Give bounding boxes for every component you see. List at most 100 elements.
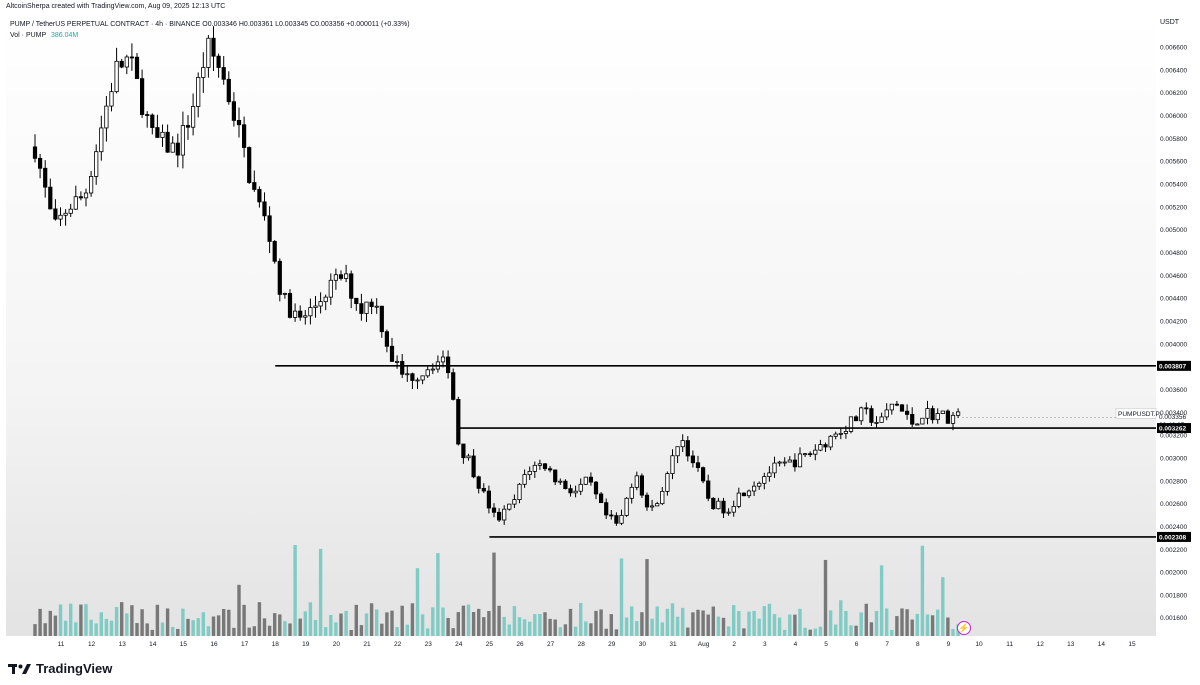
price-tick-label: 0.003400 [1160,410,1187,417]
volume-bar-up [313,619,318,636]
price-tick-label: 0.005800 [1160,136,1187,143]
volume-bar-up [415,568,420,636]
volume-bar-up [420,614,425,636]
price-tick-label: 0.006600 [1160,45,1187,52]
volume-bar-down [267,625,272,636]
candle-up [619,514,624,524]
candle-down [481,487,486,492]
candle-down [32,146,38,159]
candle-down [609,514,614,517]
volume-bar-down [339,613,343,636]
volume-bar-down [471,612,476,636]
volume-bar-up [828,610,833,636]
volume-bar-down [482,617,486,636]
volume-bar-up [951,628,955,636]
price-tick-label: 0.006000 [1160,113,1187,120]
price-tick-label: 0.003600 [1160,387,1187,394]
volume-bar-up [538,614,542,636]
candle-down [379,305,384,333]
volume-bar-up [517,617,522,636]
candle-up [874,421,879,424]
candle-up [374,305,379,308]
volume-bar-down [594,610,598,636]
volume-bar-down [288,623,292,636]
volume-bar-down [711,606,715,636]
volume-bar-up [716,616,721,636]
candle-up [950,414,956,424]
volume-bar-up [375,609,379,636]
volume-bar-up [650,618,654,636]
volume-bar-up [885,608,889,636]
candle-up [889,403,894,411]
time-tick-label: 12 [88,641,96,648]
candle-up [201,67,206,78]
chart-legend: PUMP / TetherUS PERPETUAL CONTRACT · 4h … [10,19,410,41]
volume-bar-down [721,617,726,636]
volume-bar-up [747,611,751,636]
candle-down [593,481,599,495]
volume-bar-down [150,629,154,636]
candle-up [624,497,629,516]
candle-up [772,462,777,474]
volume-bar-down [155,604,160,636]
volume-bar-down [38,608,42,636]
candle-up [94,151,99,177]
candle-up [507,503,512,510]
candle-up [752,485,757,492]
price-tick-label: 0.002000 [1160,570,1187,577]
level-price-label: 0.002308 [1159,534,1186,541]
volume-bar-up [441,607,445,636]
volume-bar-up [160,622,165,636]
chart-pane[interactable] [6,14,1156,636]
candle-down [185,125,191,128]
symbol-tag-label: PUMPUSDT.P [1118,411,1160,418]
time-tick-label: 23 [425,641,433,648]
price-tick-label: 0.005200 [1160,204,1187,211]
volume-bar-down [905,609,909,636]
volume-bar-down [227,609,231,636]
time-tick-label: 13 [1067,641,1075,648]
volume-bar-up [558,627,562,636]
candle-down [695,462,701,469]
price-tick-label: 0.001600 [1160,615,1187,622]
lightning-bolt-icon[interactable]: ⚡ [957,621,971,635]
candle-down [644,494,650,508]
candle-down [854,416,859,422]
price-tick-label: 0.006400 [1160,67,1187,74]
time-axis[interactable] [6,636,1156,654]
level-price-tag [1157,360,1191,371]
volume-bar-down [380,623,384,636]
candle-up [803,453,808,456]
candle-down [175,142,180,156]
time-tick-label: 22 [394,641,402,648]
candle-up [583,476,588,485]
candle-up [425,369,430,377]
candle-up [884,409,889,418]
volume-bar-up [191,620,195,636]
volume-bar-down [247,627,251,636]
candle-down [701,467,706,482]
candle-down [894,403,900,406]
volume-bar-down [895,616,899,636]
volume-bar-down [599,609,603,636]
candle-up [308,307,313,317]
volume-bar-down [359,625,364,636]
volume-bar-down [369,603,374,636]
volume-bar-up [104,618,109,636]
volume-bar-up [466,604,471,636]
volume-bar-up [334,622,338,636]
candle-up [58,214,63,220]
volume-bar-down [242,604,246,636]
candle-up [303,315,308,318]
volume-bar-up [803,627,807,636]
volume-bar-down [262,618,267,636]
time-tick-label: 13 [119,641,127,648]
candle-up [415,379,420,382]
volume-bar-down [278,614,282,636]
time-tick-label: Aug [698,641,710,648]
footer [0,654,1200,685]
time-tick-label: 15 [1128,641,1136,648]
candle-up [920,417,925,425]
volume-bar-down [808,629,812,636]
brand-logo[interactable]: TradingView [8,661,112,676]
